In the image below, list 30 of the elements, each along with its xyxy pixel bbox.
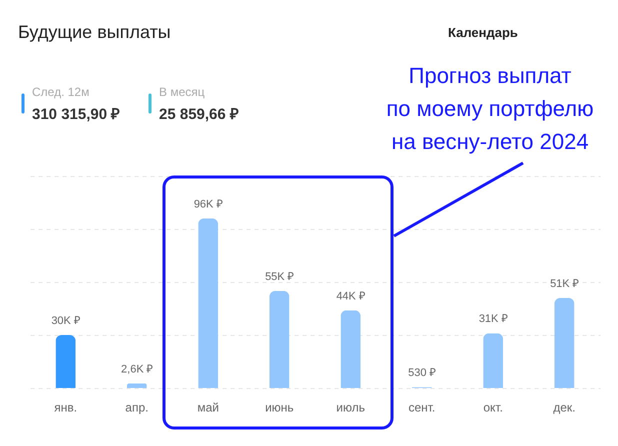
data-label: 31K ₽ — [478, 313, 508, 326]
data-label: 96K ₽ — [194, 198, 222, 210]
bar — [126, 383, 147, 388]
bar — [483, 333, 504, 388]
bar — [554, 298, 574, 388]
x-tick-label: май — [197, 400, 219, 414]
text: 25 859,66 ₽ — [159, 106, 239, 123]
x-tick-label: июль — [336, 400, 365, 414]
data-label: 51K ₽ — [550, 278, 579, 290]
text: 310 315,90 ₽ — [32, 106, 120, 123]
x-tick-label: окт. — [483, 400, 503, 414]
x-tick-label: апр. — [125, 400, 148, 414]
text: Прогноз выплат по моему портфелю на весну-лето 2024 — [386, 63, 594, 154]
x-tick-label: янв. — [54, 400, 78, 414]
data-label: 2,6K ₽ — [121, 363, 153, 376]
data-label: 530 ₽ — [408, 367, 436, 380]
x-tick-label: сент. — [408, 400, 436, 414]
x-tick-label: июнь — [265, 400, 294, 414]
bar — [340, 310, 361, 388]
x-tick-label: дек. — [553, 400, 576, 414]
data-label: 55K ₽ — [265, 270, 294, 283]
data-label: 30K ₽ — [51, 315, 80, 327]
bar — [56, 335, 76, 388]
text: След. 12м — [32, 85, 90, 99]
bar — [198, 218, 218, 388]
data-label: 44K ₽ — [336, 290, 365, 302]
chart-title: Будущие выплаты — [18, 22, 171, 42]
text: Календарь — [448, 25, 518, 40]
bar — [269, 290, 290, 388]
text: В месяц — [159, 85, 205, 99]
